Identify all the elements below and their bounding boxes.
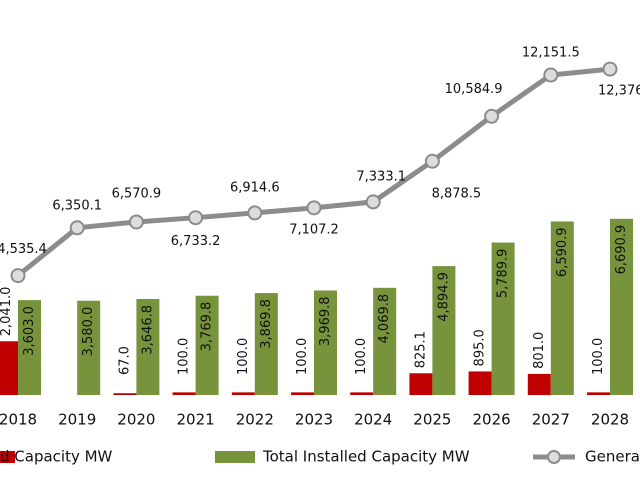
bar <box>491 242 515 395</box>
data-label: 2,041.0 <box>0 287 14 337</box>
data-label: 6,350.1 <box>52 198 102 213</box>
bar <box>350 392 374 395</box>
data-label: 7,107.2 <box>289 222 339 237</box>
line-point <box>424 153 440 169</box>
bar <box>172 392 196 395</box>
bar <box>0 341 18 395</box>
x-tick-label: 2024 <box>354 411 392 429</box>
data-label: 10,584.9 <box>445 82 503 97</box>
bar <box>550 221 574 395</box>
x-tick-label: 2020 <box>117 411 155 429</box>
legend-swatch <box>0 451 15 463</box>
legend-label: Total Installed Capacity MW <box>262 448 470 466</box>
data-label: 3,969.8 <box>318 296 333 346</box>
line-point <box>69 220 85 236</box>
data-label: 100.0 <box>236 338 251 375</box>
line <box>16 66 611 278</box>
line-point <box>365 194 381 210</box>
data-label: 895.0 <box>473 329 488 366</box>
data-label: 12,151.5 <box>522 46 580 61</box>
bar <box>432 266 456 395</box>
data-label: 801.0 <box>532 332 547 369</box>
bar <box>610 218 633 395</box>
line-point <box>484 108 500 124</box>
x-tick-label: 2026 <box>473 411 511 429</box>
bar <box>527 373 551 395</box>
data-label: 6,914.6 <box>230 180 280 195</box>
line-point <box>188 210 204 226</box>
data-label: 100.0 <box>591 338 606 375</box>
line-point <box>306 200 322 216</box>
data-label: 3,769.8 <box>200 302 215 352</box>
bar <box>468 371 492 395</box>
bar <box>77 300 101 395</box>
x-tick-label: 2022 <box>236 411 274 429</box>
legend-swatch <box>547 450 561 464</box>
bar <box>254 293 278 395</box>
bar <box>314 290 337 395</box>
data-label: 12,376. <box>598 84 640 99</box>
bar <box>18 300 41 395</box>
data-label: 5,789.9 <box>496 249 511 299</box>
legend-label: Genera <box>585 448 640 466</box>
x-tick-label: 2021 <box>177 411 215 429</box>
bar <box>409 373 433 395</box>
data-label: 4,535.4 <box>0 242 47 257</box>
data-label: 100.0 <box>354 338 369 375</box>
x-tick-label: 2018 <box>0 411 37 429</box>
data-label: 6,590.9 <box>555 227 570 277</box>
line-point <box>543 67 559 83</box>
bar <box>195 295 219 395</box>
bar <box>231 392 255 395</box>
x-tick-label: 2019 <box>58 411 96 429</box>
data-label: 3,869.8 <box>259 299 274 349</box>
legend-swatch <box>215 451 255 463</box>
x-tick-label: 2027 <box>532 411 570 429</box>
line-point <box>247 205 263 221</box>
data-label: 100.0 <box>295 338 310 375</box>
data-label: 7,333.1 <box>356 169 406 184</box>
data-label: 3,580.0 <box>81 307 96 357</box>
data-label: 3,603.0 <box>22 306 37 356</box>
x-tick-label: 2025 <box>413 411 451 429</box>
data-label: 8,878.5 <box>432 187 482 202</box>
x-tick-label: 2023 <box>295 411 333 429</box>
bar <box>587 392 610 395</box>
legend-label: d Capacity MW <box>0 448 113 466</box>
line-point <box>602 61 618 77</box>
data-label: 6,570.9 <box>112 186 162 201</box>
x-tick-label: 2028 <box>591 411 629 429</box>
data-label: 6,733.2 <box>171 234 221 249</box>
data-label: 825.1 <box>413 331 428 368</box>
line-point <box>10 268 26 284</box>
line-point <box>128 214 144 230</box>
data-label: 100.0 <box>177 338 192 375</box>
bar <box>113 393 137 395</box>
data-label: 3,646.8 <box>140 305 155 355</box>
bar <box>373 287 397 395</box>
data-label: 4,069.8 <box>377 294 392 344</box>
bar <box>291 392 314 395</box>
data-label: 6,690.9 <box>614 225 629 275</box>
data-label: 67.0 <box>117 346 132 375</box>
data-label: 4,894.9 <box>436 272 451 322</box>
bar <box>136 298 160 395</box>
